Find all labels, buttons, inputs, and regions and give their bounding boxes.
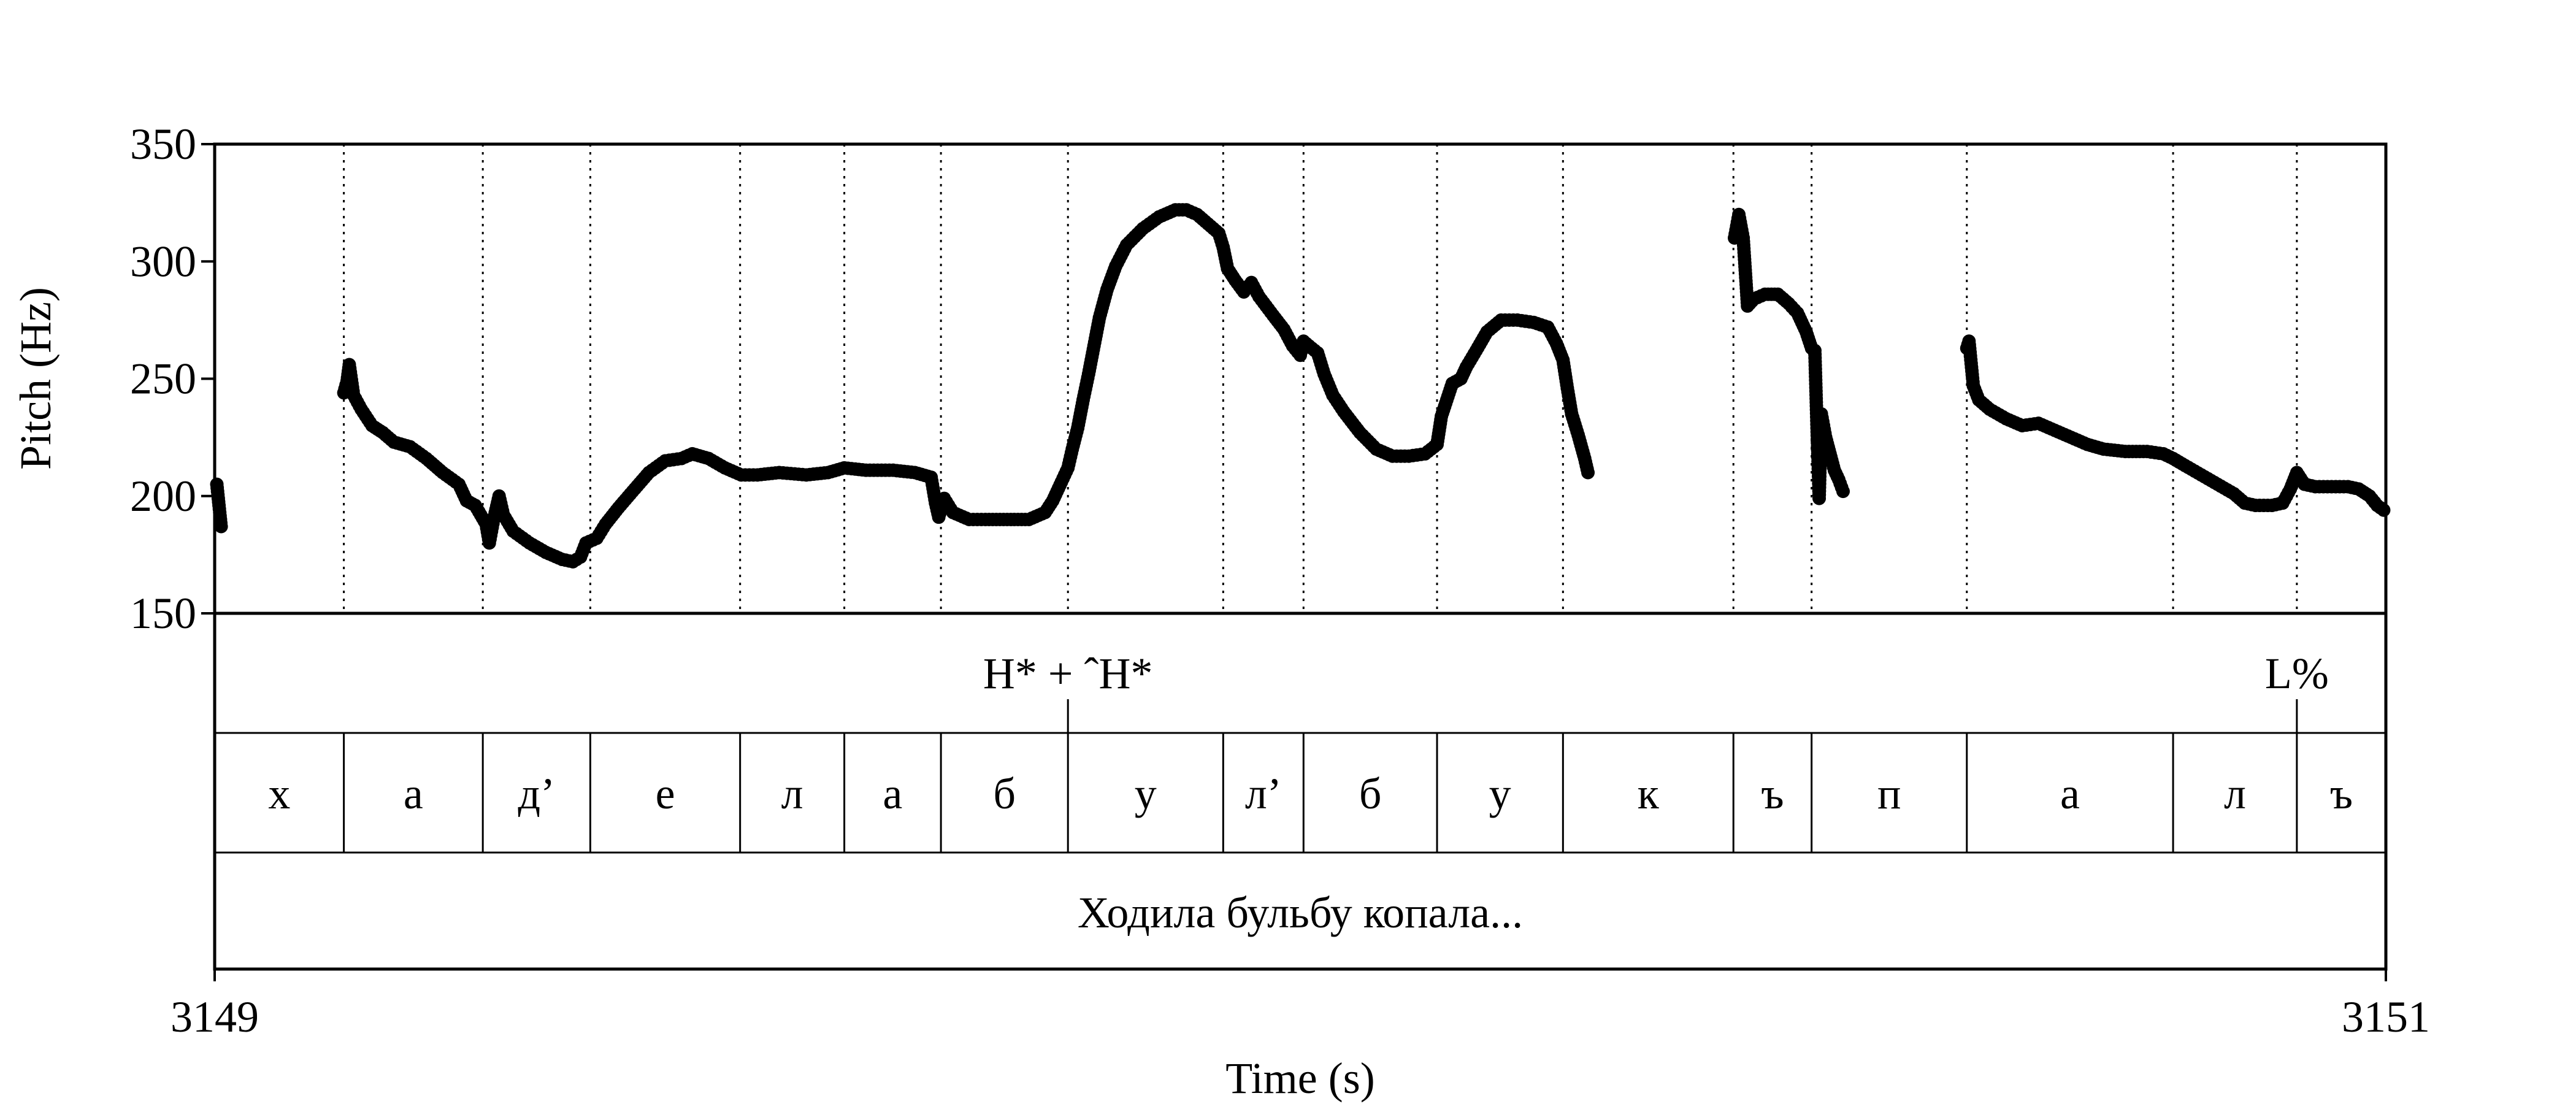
segment-label-13: п — [1877, 769, 1901, 818]
phrase-label: Ходила бульбу копала... — [1078, 888, 1523, 937]
segment-label-5: а — [883, 769, 902, 818]
segment-label-12: ъ — [1761, 769, 1784, 818]
tone-labels: H* + ˆH* L% — [983, 649, 2329, 698]
tone-label-1: L% — [2265, 649, 2329, 698]
segment-label-7: у — [1135, 769, 1157, 818]
y-tick-label-2: 250 — [130, 355, 196, 404]
segment-label-3: е — [656, 769, 675, 818]
y-axis-label: Pitch (Hz) — [11, 287, 60, 470]
x-axis-label: Time (s) — [1225, 1054, 1374, 1103]
pitch-point — [2377, 503, 2391, 517]
annotation-frame — [213, 611, 2388, 971]
segment-label-1: а — [404, 769, 423, 818]
y-axis: 350 300 250 200 150 — [130, 120, 215, 638]
pitch-point — [1581, 466, 1595, 480]
segment-label-11: к — [1638, 769, 1660, 818]
segment-label-9: б — [1359, 769, 1382, 818]
pitch-point — [1836, 485, 1850, 499]
x-tick-label-0: 3149 — [171, 992, 259, 1041]
segment-labels: х а д’ е л а б у л’ б у к ъ п а л ъ — [268, 769, 2353, 818]
segment-label-10: у — [1489, 769, 1511, 818]
pitch-points — [210, 203, 2391, 569]
segment-label-0: х — [268, 769, 290, 818]
tone-label-0: H* + ˆH* — [983, 649, 1153, 698]
segment-boundary-lines — [343, 733, 2298, 853]
segment-label-8: л’ — [1245, 769, 1282, 818]
y-tick-label-4: 150 — [130, 589, 196, 638]
segment-label-4: л — [781, 769, 803, 818]
segment-label-14: а — [2060, 769, 2080, 818]
y-tick-label-0: 350 — [130, 120, 196, 169]
pitch-point — [214, 519, 228, 534]
segment-label-6: б — [993, 769, 1016, 818]
segment-label-2: д’ — [518, 769, 556, 818]
segment-label-15: л — [2224, 769, 2246, 818]
tone-boundary-ticks — [1067, 699, 2298, 733]
y-tick-label-3: 200 — [130, 472, 196, 521]
x-tick-label-1: 3151 — [2342, 992, 2430, 1041]
y-tick-label-1: 300 — [130, 237, 196, 286]
x-axis: 3149 3151 — [171, 969, 2430, 1041]
segment-label-16: ъ — [2330, 769, 2353, 818]
